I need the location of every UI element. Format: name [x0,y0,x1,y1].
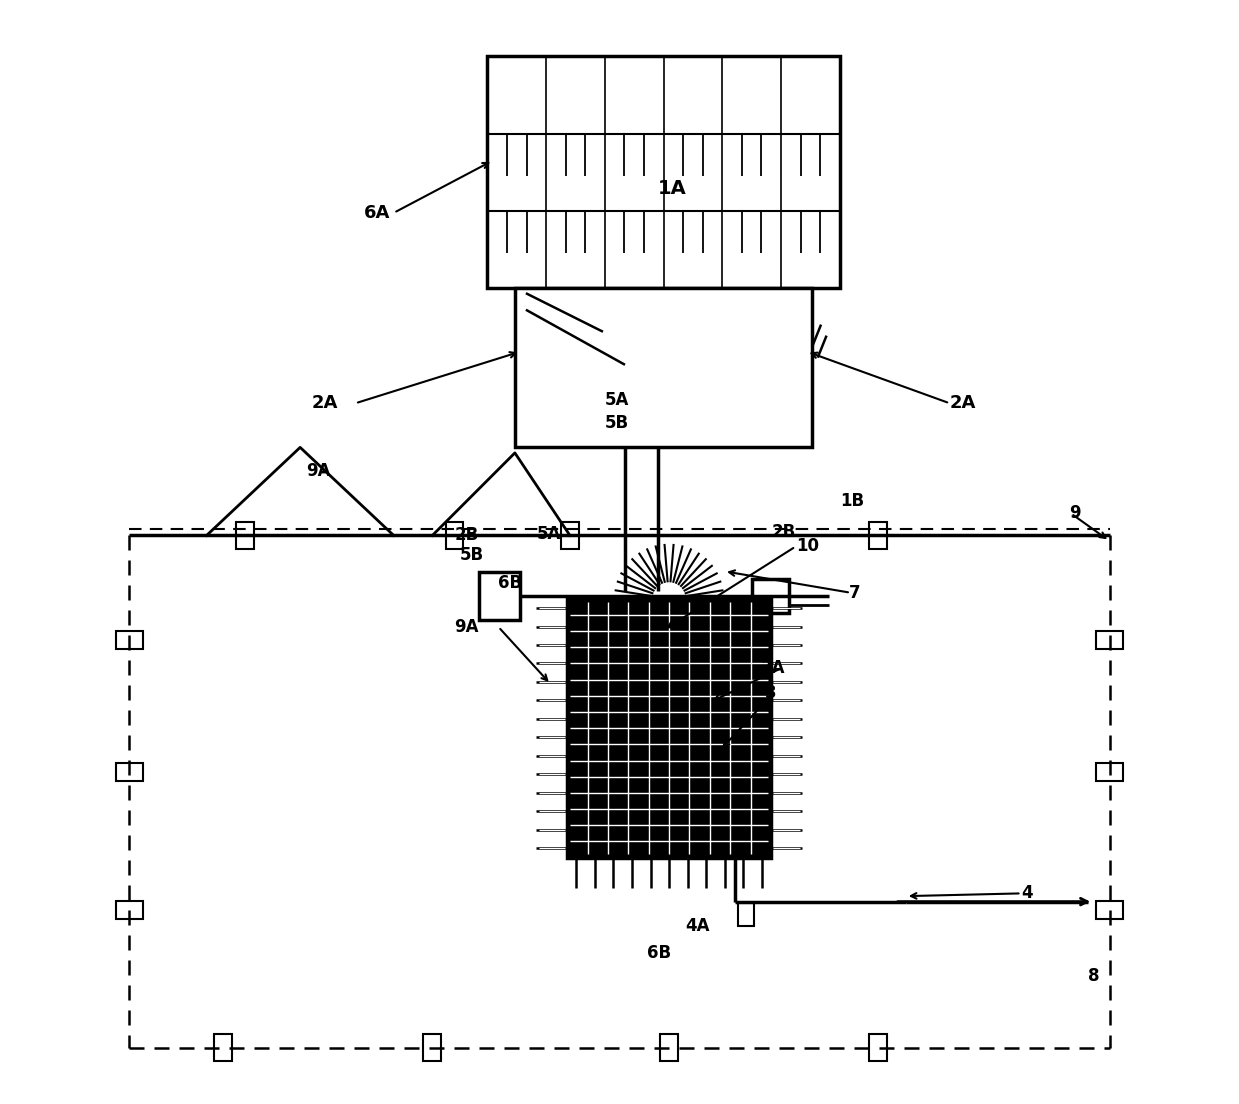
Bar [567,598,771,858]
Bar [116,901,142,919]
Text: 5A: 5A [536,526,561,543]
Text: 8: 8 [1088,967,1099,985]
Bar [116,631,142,649]
Bar [1097,901,1123,919]
Text: 1A: 1A [658,179,686,198]
Bar [1097,631,1123,649]
Bar [561,522,579,549]
Text: 4: 4 [1021,884,1033,902]
Text: 4A: 4A [685,917,710,935]
Text: 6B: 6B [647,944,672,962]
Bar [752,578,789,613]
Text: 10: 10 [795,538,819,555]
Text: 5B: 5B [460,546,484,564]
Text: 5A: 5A [605,391,629,408]
Bar [515,288,813,447]
Text: 2A: 2A [311,394,337,412]
Bar [870,522,887,549]
Text: 9A: 9A [455,618,478,636]
Bar [237,522,254,549]
Text: 7: 7 [849,584,860,602]
Text: 3: 3 [764,684,777,702]
Text: 6B: 6B [498,574,523,592]
Text: 1B: 1B [840,492,864,510]
Text: 5B: 5B [605,414,629,432]
Bar [424,1034,441,1061]
Bar [650,627,665,641]
Text: 2B: 2B [772,523,795,541]
Text: 3A: 3A [761,659,786,677]
Text: 9: 9 [1069,505,1080,522]
Bar [618,627,632,641]
Text: 6A: 6A [364,204,390,222]
Bar [738,903,753,926]
Bar [660,1034,678,1061]
Bar [1097,764,1123,781]
Text: 2A: 2A [950,394,976,412]
Bar [214,1034,232,1061]
Bar [116,764,142,781]
Bar [870,1034,887,1061]
Text: 9A: 9A [306,461,330,479]
Text: 2B: 2B [455,527,478,544]
Bar [487,56,840,288]
Bar [446,522,463,549]
Bar [478,572,520,620]
